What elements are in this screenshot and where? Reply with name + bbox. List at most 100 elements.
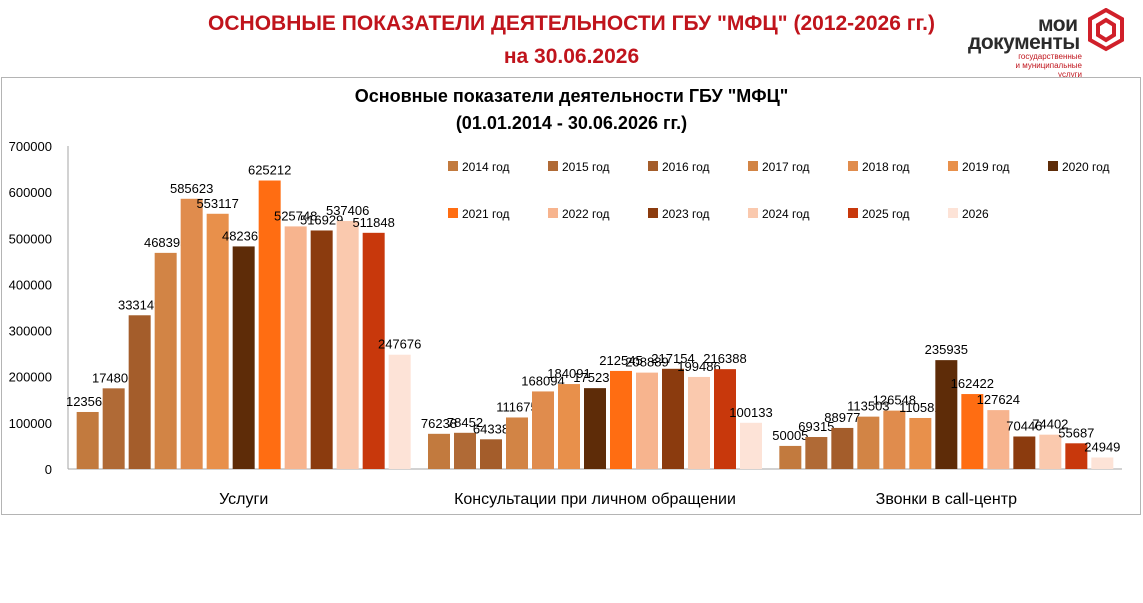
bar (987, 410, 1010, 469)
data-label: 69315 (798, 419, 834, 434)
data-label: 482367 (222, 228, 265, 243)
bar (154, 252, 177, 469)
logo-subtitle-line2: и муниципальные услуги (1015, 61, 1082, 79)
bar (935, 360, 958, 469)
legend-swatch (548, 161, 558, 171)
legend-label: 2015 год (562, 160, 610, 174)
legend-swatch (1048, 161, 1058, 171)
data-label: 162422 (951, 376, 994, 391)
data-label: 88977 (824, 410, 860, 425)
y-tick-label: 200000 (9, 370, 52, 385)
legend-swatch (448, 208, 458, 218)
bar (662, 368, 684, 469)
legend-label: 2020 год (1062, 160, 1110, 174)
page-subtitle-date: на 30.06.2026 (503, 45, 640, 68)
y-tick-label: 500000 (9, 231, 52, 246)
bar (232, 246, 255, 469)
data-label: 175230 (573, 370, 616, 385)
bar (688, 376, 710, 469)
data-label: 76238 (421, 416, 457, 431)
legend-swatch (648, 208, 658, 218)
legend-label: 2022 год (562, 207, 610, 221)
bar (258, 180, 281, 469)
data-label: 55687 (1058, 425, 1094, 440)
data-label: 216388 (703, 351, 746, 366)
bar (310, 230, 333, 469)
legend-swatch (548, 208, 558, 218)
legend-swatch (748, 208, 758, 218)
bar (180, 198, 203, 470)
bar (961, 394, 984, 469)
bar (206, 213, 229, 469)
data-label: 625212 (248, 163, 291, 178)
legend-label: 2017 год (762, 160, 810, 174)
legend-label: 2024 год (762, 207, 810, 221)
data-label: 113503 (847, 399, 889, 414)
data-label: 585623 (170, 181, 213, 196)
logo-subtitle: государственные и муниципальные услуги (996, 52, 1082, 79)
y-tick-label: 100000 (9, 416, 52, 431)
data-label: 64338 (473, 421, 509, 436)
x-category-label: Звонки в call-центр (876, 491, 1017, 508)
data-label: 126548 (873, 393, 916, 408)
bar (532, 391, 554, 469)
data-label: 50005 (772, 428, 808, 443)
bar (1065, 443, 1088, 469)
chart-subtitle-period: (01.01.2014 - 30.06.2026 гг.) (455, 113, 688, 133)
bar (506, 417, 528, 469)
data-label: 247676 (378, 337, 421, 352)
chart-title: Основные показатели деятельности ГБУ "МФ… (354, 86, 789, 106)
y-tick-label: 0 (45, 462, 52, 477)
data-label: 111675 (496, 399, 537, 414)
y-tick-label: 600000 (9, 185, 52, 200)
data-label: 184091 (547, 366, 590, 381)
logo-subtitle-line1: государственные (1018, 52, 1082, 61)
bar (883, 410, 906, 469)
y-tick-label: 700000 (9, 139, 52, 154)
bar (102, 388, 125, 469)
data-label: 110581 (899, 400, 941, 415)
bar (336, 221, 359, 469)
logo-emblem-icon (1088, 8, 1124, 52)
bar (1091, 457, 1114, 469)
bar (857, 416, 880, 469)
bar (388, 354, 411, 469)
data-label: 24949 (1084, 439, 1120, 454)
legend-label: 2014 год (462, 160, 510, 174)
bar (1013, 436, 1036, 469)
legend-label: 2023 год (662, 207, 710, 221)
data-label: 468395 (144, 235, 187, 250)
bar (610, 370, 632, 469)
legend-swatch (848, 208, 858, 218)
data-label: 100133 (729, 405, 772, 420)
data-label: 168094 (521, 373, 564, 388)
legend-label: 2026 (962, 207, 989, 221)
bar (584, 388, 606, 469)
data-label: 208889 (625, 355, 668, 370)
logo-word-moi: мои (1038, 13, 1078, 36)
legend-label: 2025 год (862, 207, 910, 221)
data-label: 212545 (599, 353, 642, 368)
data-label: 123563 (66, 394, 109, 409)
bar (636, 372, 658, 469)
bar (362, 232, 385, 469)
bar (428, 433, 450, 469)
y-tick-label: 400000 (9, 277, 52, 292)
data-label: 174806 (92, 370, 135, 385)
bar (779, 445, 802, 469)
legend-swatch (948, 208, 958, 218)
page-title: ОСНОВНЫЕ ПОКАЗАТЕЛИ ДЕЯТЕЛЬНОСТИ ГБУ "МФ… (208, 12, 935, 35)
bar (909, 417, 932, 469)
data-label: 127624 (977, 392, 1020, 407)
logo-word-dokumenty: документы (968, 31, 1080, 54)
data-label: 217154 (651, 351, 694, 366)
data-label: 74402 (1032, 417, 1068, 432)
legend-label: 2016 год (662, 160, 710, 174)
legend-label: 2018 год (862, 160, 910, 174)
legend-label: 2021 год (462, 207, 510, 221)
y-tick-label: 300000 (9, 324, 52, 339)
data-label: 235935 (925, 342, 968, 357)
x-category-label: Консультации при личном обращении (454, 491, 736, 508)
bar (284, 226, 307, 469)
